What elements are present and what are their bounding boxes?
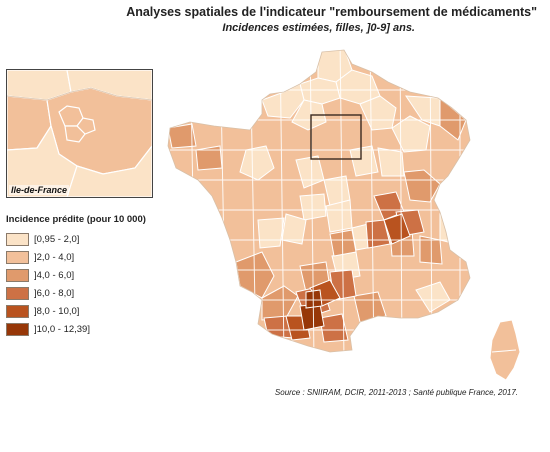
corsica: [489, 319, 521, 381]
idf-inset-label: Ile-de-France: [9, 185, 70, 195]
legend-swatch: [6, 232, 29, 246]
legend-item-6: ]10,0 - 12,39]: [6, 322, 90, 336]
legend-label: [0,95 - 2,0]: [34, 233, 80, 245]
map-title: Analyses spatiales de l'indicateur "remb…: [126, 5, 537, 19]
legend-label: ]4,0 - 6,0]: [34, 269, 75, 281]
legend-swatch: [6, 304, 29, 318]
legend-label: ]6,0 - 8,0]: [34, 287, 75, 299]
france-outline: [167, 49, 471, 353]
idf-locator-box: [310, 114, 362, 160]
department-polygons: [168, 50, 470, 352]
legend-swatch: [6, 268, 29, 282]
legend-title: Incidence prédite (pour 10 000): [6, 214, 146, 225]
legend-swatch: [6, 322, 29, 336]
legend-label: ]2,0 - 4,0]: [34, 251, 75, 263]
map-subtitle: Incidences estimées, filles, ]0-9] ans.: [222, 22, 415, 34]
legend-swatch: [6, 286, 29, 300]
legend-item-3: ]4,0 - 6,0]: [6, 268, 74, 282]
legend-label: ]8,0 - 10,0]: [34, 305, 80, 317]
legend-item-5: ]8,0 - 10,0]: [6, 304, 79, 318]
idf-inset: Ile-de-France: [6, 69, 153, 198]
legend-item-1: [0,95 - 2,0]: [6, 232, 79, 246]
legend-swatch: [6, 250, 29, 264]
idf-inset-map: [7, 70, 152, 197]
legend-label: ]10,0 - 12,39]: [34, 323, 90, 335]
legend-item-4: ]6,0 - 8,0]: [6, 286, 74, 300]
legend-item-2: ]2,0 - 4,0]: [6, 250, 74, 264]
source-note: Source : SNIIRAM, DCIR, 2011-2013 ; Sant…: [274, 388, 518, 397]
